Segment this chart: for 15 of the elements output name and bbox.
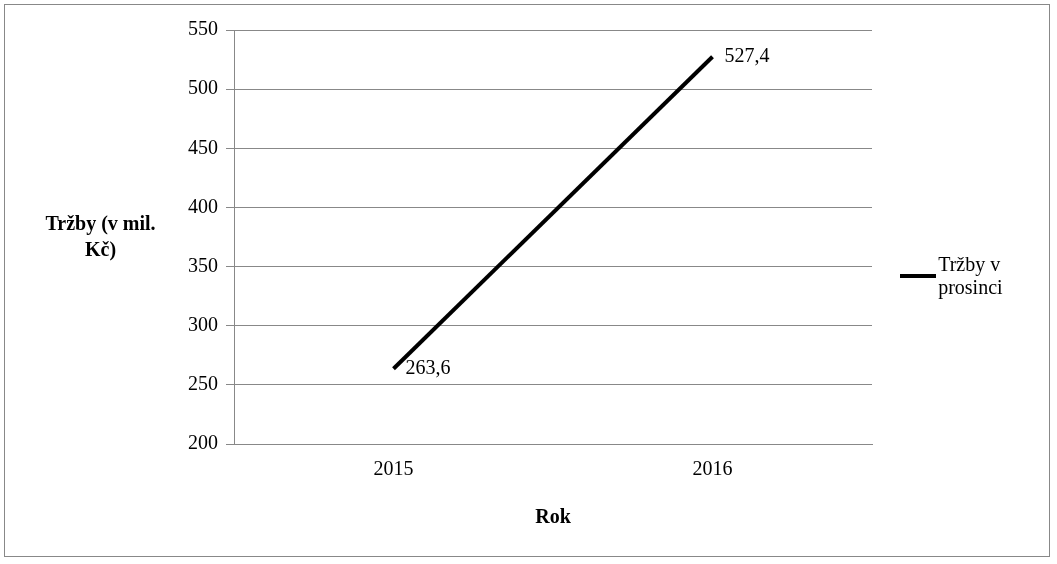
y-tick-label: 500	[188, 76, 218, 99]
y-tick-label: 450	[188, 135, 218, 158]
y-tick-label: 200	[188, 431, 218, 454]
y-tick-label: 400	[188, 194, 218, 217]
y-tick-label: 250	[188, 372, 218, 395]
x-tick-label: 2016	[692, 457, 733, 480]
data-label: 263,6	[405, 356, 451, 379]
y-axis-title: Tržby (v mil. Kč)	[44, 211, 157, 262]
x-axis-title: Rok	[535, 505, 572, 528]
data-label: 527,4	[724, 43, 770, 66]
y-tick-label: 550	[188, 17, 218, 40]
y-tick-label: 350	[188, 253, 218, 276]
y-tick-label: 300	[188, 312, 218, 335]
legend-label: Tržby v prosinci	[938, 253, 1004, 299]
x-tick-label: 2015	[373, 457, 414, 480]
